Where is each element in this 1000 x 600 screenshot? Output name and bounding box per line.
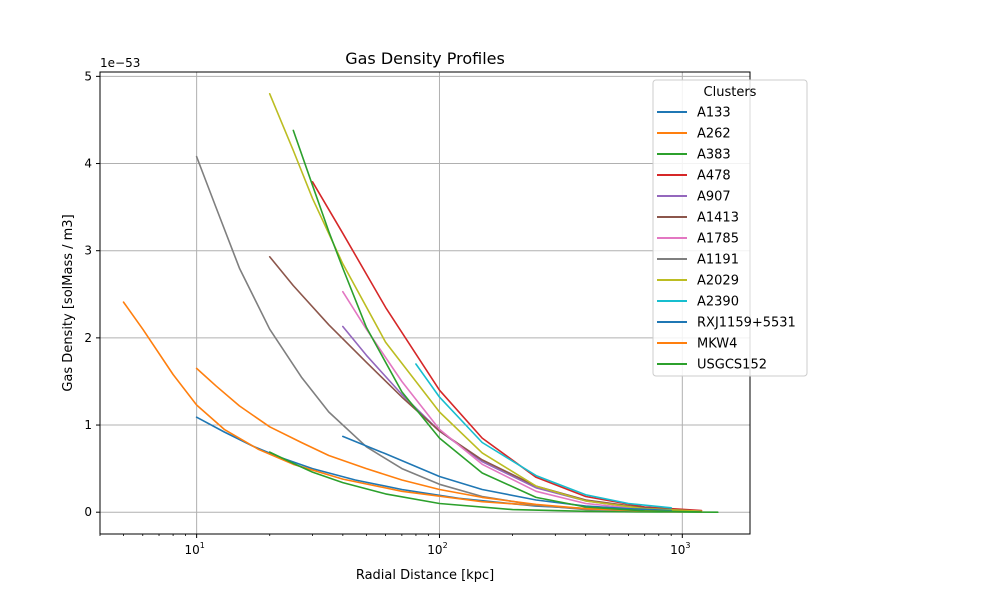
series-line-a1785 [341,290,703,513]
legend-label: MKW4 [697,337,737,352]
series-line-a478 [311,181,703,512]
x-tick-label: 101 [184,541,204,557]
legend-label: A383 [697,148,731,163]
legend-label: USGCS152 [697,358,767,373]
legend-box [652,79,808,377]
legend-label: A262 [697,127,731,142]
y-offset-label: 1e−53 [100,56,140,70]
y-axis-label: Gas Density [solMass / m3] [61,214,76,391]
legend-title: Clusters [704,85,757,100]
series-line-a2390 [415,363,673,509]
y-tick-label: 3 [84,244,92,258]
x-axis: 101 102 103 [99,534,690,557]
series-line-a383 [268,451,719,514]
x-tick-label: 103 [670,541,690,557]
series-line-rxj1159-5531 [341,435,673,512]
legend-items: A133 A262 A383 A478 A907 A1413 A1785 A1191 A2029… [657,106,796,373]
y-axis: 0 1 2 3 4 5 [84,69,100,519]
x-tick-label: 102 [427,541,447,557]
series-line-a1413 [268,255,703,513]
y-tick-label: 1 [84,418,92,432]
x-tick-exponent: 3 [685,541,690,550]
legend-label: A478 [697,169,731,184]
series-line-a2029 [268,93,703,513]
y-tick-label: 2 [84,331,92,345]
series-layer [122,93,719,514]
legend-label: A907 [697,190,731,205]
series-line-usgcs152 [292,129,703,513]
x-axis-label: Radial Distance [kpc] [356,568,494,583]
legend-label: A133 [697,106,731,121]
series-line-mkw4 [195,367,703,513]
y-tick-label: 4 [84,157,92,171]
legend-label: A2390 [697,295,739,310]
legend-label: RXJ1159+5531 [697,316,796,331]
x-tick-exponent: 2 [443,541,448,550]
chart-title: Gas Density Profiles [345,49,505,68]
y-tick-label: 0 [84,505,92,519]
legend-label: A1413 [697,211,739,226]
series-line-a262 [122,301,684,513]
legend-label: A1785 [697,232,739,247]
y-tick-label: 5 [84,69,92,83]
legend: Clusters A133A262A383A478A907A1413A1785A… [652,79,808,377]
x-tick-exponent: 1 [200,541,205,550]
legend-label: A1191 [697,253,739,268]
legend-label: A2029 [697,274,739,289]
